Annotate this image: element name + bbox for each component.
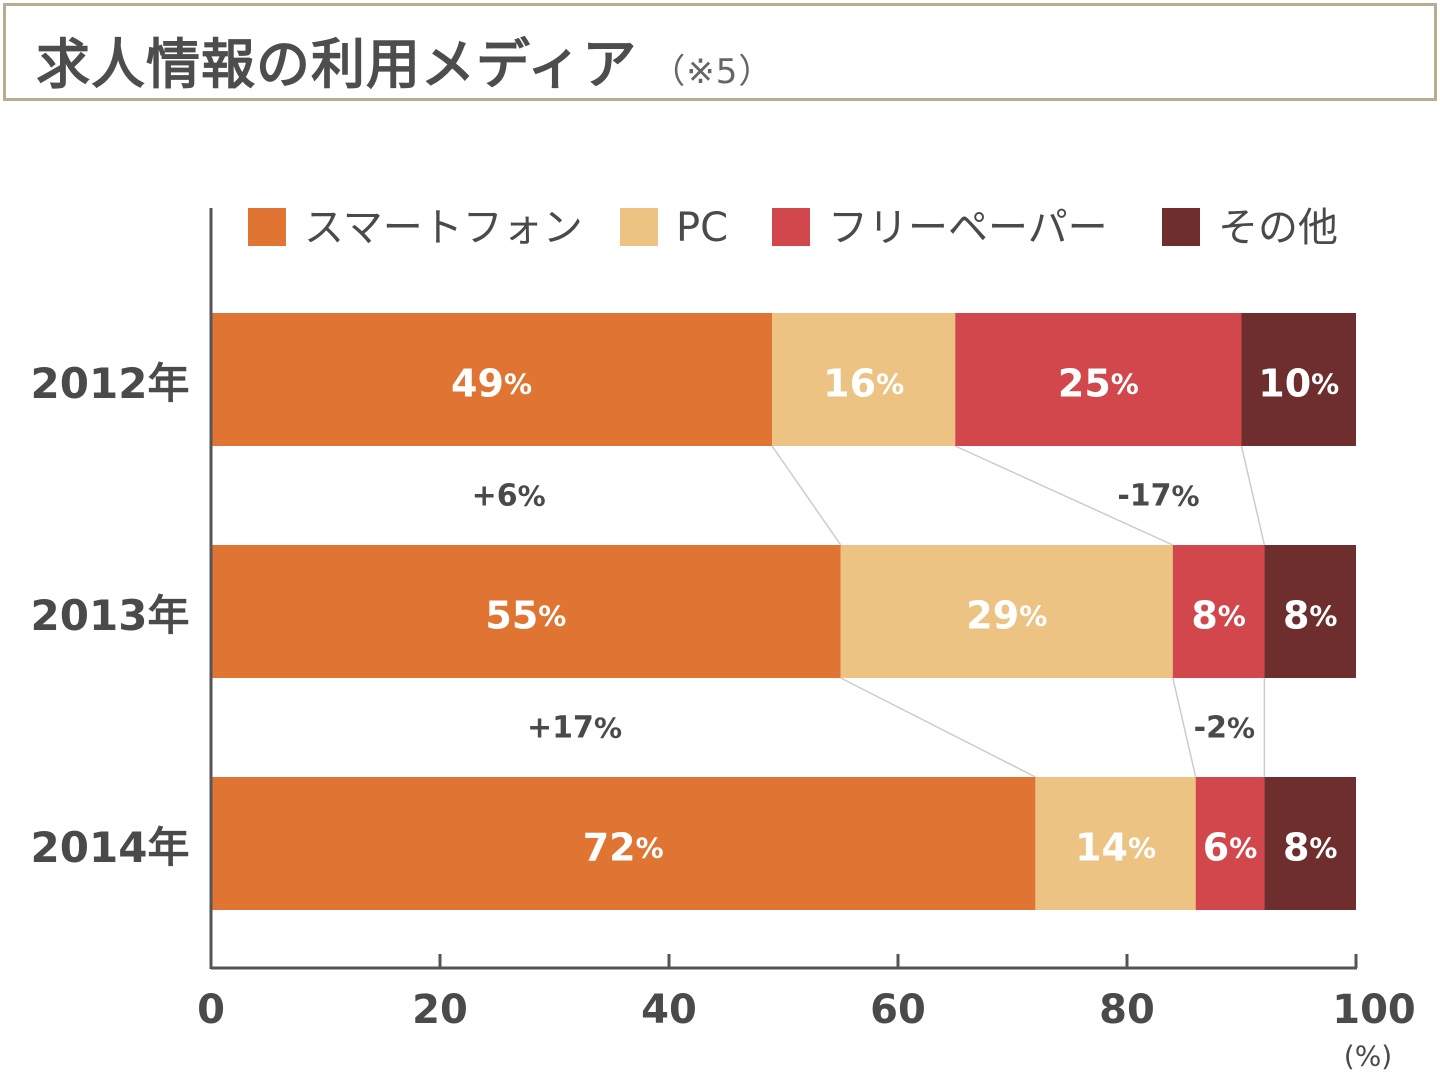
category-label: 2012年	[31, 359, 190, 408]
connector-lines	[771, 445, 1266, 778]
bar-smartphone	[211, 777, 1036, 910]
legend-label-other: その他	[1218, 205, 1338, 251]
title-box: 求人情報の利用メディア （※5）	[3, 3, 1437, 101]
legend-label-smartphone: スマートフォン	[304, 205, 583, 251]
bar-smartphone	[211, 545, 841, 678]
data-label-freepaper: 6%	[1203, 826, 1258, 870]
category-label: 2014年	[31, 823, 190, 872]
change-label: -17%	[1117, 478, 1199, 513]
change-label: +17%	[527, 710, 622, 745]
data-label-smartphone: 55%	[485, 594, 566, 638]
data-label-other: 10%	[1258, 362, 1339, 406]
data-label-pc: 29%	[966, 594, 1047, 638]
data-label-pc: 14%	[1075, 826, 1156, 870]
data-label-pc: 16%	[823, 362, 904, 406]
chart-title-note: （※5）	[651, 52, 774, 92]
x-tick-label: 60	[870, 987, 926, 1033]
legend-swatch-smartphone	[248, 208, 286, 246]
x-tick-label: 40	[641, 987, 697, 1033]
legend: スマートフォン PC フリーペーパー その他	[248, 205, 1338, 251]
connector-line	[771, 445, 842, 546]
x-tick-label: 100	[1332, 987, 1416, 1033]
connector-line	[1240, 445, 1266, 546]
data-label-smartphone: 49%	[451, 362, 532, 406]
bar-pc	[772, 313, 956, 446]
change-label: +6%	[472, 478, 546, 513]
data-label-freepaper: 25%	[1058, 362, 1139, 406]
bar-smartphone	[211, 313, 773, 446]
legend-label-pc: PC	[676, 205, 728, 251]
x-axis: 0 20 40 60 80 100 (%)	[197, 208, 1416, 1073]
chart-title-main: 求人情報の利用メディア	[36, 33, 638, 96]
change-label: -2%	[1194, 710, 1255, 745]
chart-title: 求人情報の利用メディア （※5）	[36, 20, 773, 99]
bar-other	[1264, 777, 1356, 910]
legend-label-freepaper: フリーペーパー	[828, 205, 1108, 251]
bar-other	[1241, 313, 1356, 446]
bar-freepaper	[1195, 777, 1265, 910]
connector-line	[954, 445, 1174, 546]
x-tick-label: 20	[412, 987, 468, 1033]
x-tick-label: 0	[197, 987, 225, 1033]
data-label-other: 8%	[1283, 826, 1338, 870]
x-axis-unit: (%)	[1344, 1040, 1392, 1073]
legend-swatch-other	[1162, 208, 1200, 246]
legend-swatch-freepaper	[772, 208, 810, 246]
data-label-smartphone: 72%	[583, 826, 664, 870]
bar-pc	[840, 545, 1173, 678]
category-label: 2013年	[31, 591, 190, 640]
connector-line	[840, 677, 1036, 778]
legend-swatch-pc	[620, 208, 658, 246]
year-labels: 2012年 2013年 2014年	[31, 359, 190, 872]
bar-freepaper	[955, 313, 1242, 446]
connector-line	[1172, 677, 1197, 778]
bar-pc	[1035, 777, 1196, 910]
bars: 49% 16% 25% 10% 55% 29% 8% 8% 72% 14% 6% 8%	[211, 313, 1356, 910]
data-label-freepaper: 8%	[1191, 594, 1246, 638]
change-labels: +6% -17% +17% -2%	[472, 478, 1255, 745]
bar-freepaper	[1172, 545, 1265, 678]
x-tick-label: 80	[1099, 987, 1155, 1033]
data-label-other: 8%	[1283, 594, 1338, 638]
bar-other	[1264, 545, 1356, 678]
